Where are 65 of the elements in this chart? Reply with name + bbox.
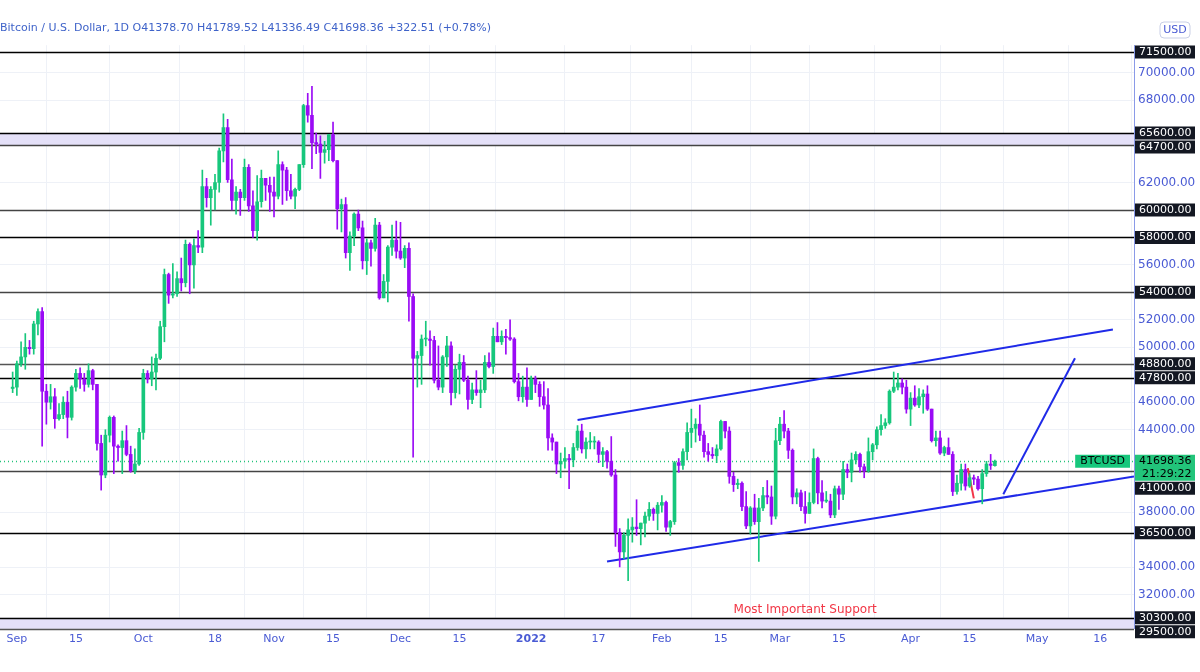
x-tick-label: Oct: [133, 632, 154, 646]
chart-title: Bitcoin / U.S. Dollar, 1D O41378.70 H41789.52 L41336.49 C41698.36 +322.51 (+0.78%): [0, 21, 492, 35]
y-tick-label: 38000.00: [1138, 504, 1196, 519]
candlestick: [179, 257, 184, 292]
y-tick-label: 46000.00: [1138, 394, 1196, 409]
x-tick-label: Apr: [901, 632, 921, 646]
y-tick-label: 50000.00: [1138, 339, 1196, 354]
text: 21:29:22: [1142, 467, 1192, 481]
ref-line-label: 41698.36: [1139, 454, 1192, 468]
annotation: Most Important Support: [733, 601, 878, 616]
x-tick-label: Nov: [263, 632, 286, 646]
candlestick: [567, 454, 571, 490]
ref-line-label: 64700.00: [1139, 139, 1192, 153]
x-tick-label: 15: [831, 632, 846, 646]
ref-line-label: 36500.00: [1139, 525, 1192, 539]
candlestick: [765, 480, 770, 505]
x-tick-label: 15: [962, 632, 977, 646]
ref-line-label: 48800.00: [1139, 356, 1192, 370]
ref-line-label: 30300.00: [1139, 610, 1192, 624]
x-tick-label: 17: [591, 632, 606, 646]
ref-line-label: 54000.00: [1139, 285, 1192, 299]
ref-line-label: 47800.00: [1139, 370, 1192, 384]
y-tick-label: 68000.00: [1138, 92, 1196, 107]
candlestick: [272, 176, 276, 218]
y-tick-label: 32000.00: [1138, 586, 1196, 601]
candlestick: [676, 458, 681, 473]
candlestick: [626, 518, 630, 582]
candlestick: [735, 478, 740, 490]
y-tick-label: 52000.00: [1138, 311, 1196, 326]
candlestick: [238, 189, 243, 216]
x-tick-label: May: [1025, 632, 1049, 646]
candlestick: [794, 488, 799, 505]
x-tick-label: 15: [326, 632, 341, 646]
ref-line-label: 60000.00: [1139, 202, 1192, 216]
ref-line-label: 29500.00: [1139, 624, 1192, 638]
y-tick-label: 44000.00: [1138, 421, 1196, 436]
candlestick: [369, 239, 373, 267]
x-tick-label: 15: [68, 632, 83, 646]
candlestick: [171, 263, 175, 299]
y-tick-label: 70000.00: [1138, 64, 1196, 79]
x-tick-label: 18: [208, 632, 222, 646]
candlestick: [196, 230, 200, 253]
y-tick-label: 62000.00: [1138, 174, 1196, 189]
x-tick-label: 16: [1093, 632, 1108, 646]
y-tick-label: 56000.00: [1138, 257, 1196, 272]
x-tick-label: 2022: [515, 632, 547, 646]
x-tick-label: Sep: [6, 632, 28, 646]
candlestick: [660, 495, 664, 513]
x-tick-label: Dec: [389, 632, 412, 646]
x-tick-label: 15: [452, 632, 467, 646]
ref-line-label: 58000.00: [1139, 230, 1192, 244]
candlestick: [23, 333, 28, 370]
ref-line-label: 41000.00: [1139, 481, 1192, 495]
candlestick: [934, 430, 938, 447]
ref-line-label: 65600.00: [1139, 125, 1192, 139]
x-tick-label: Feb: [652, 632, 672, 646]
annotation: BTCUSD: [1080, 454, 1126, 468]
ref-line-label: 71500.00: [1139, 44, 1192, 58]
candlestick: [921, 389, 926, 414]
y-tick-label: 34000.00: [1138, 559, 1196, 574]
candlestick: [896, 373, 900, 391]
y-axis-title: USD: [1163, 22, 1187, 36]
candlestick: [149, 356, 154, 387]
x-tick-label: 15: [713, 632, 728, 646]
x-tick-label: Mar: [769, 632, 791, 646]
